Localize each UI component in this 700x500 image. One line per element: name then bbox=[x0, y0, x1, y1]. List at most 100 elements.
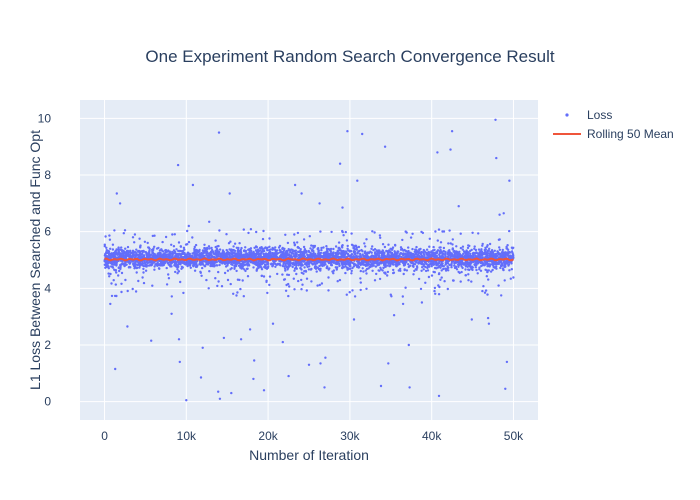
loss-point bbox=[503, 279, 506, 282]
legend-rolling-label[interactable]: Rolling 50 Mean bbox=[587, 127, 674, 141]
loss-point bbox=[374, 265, 378, 268]
loss-point bbox=[394, 253, 397, 256]
loss-point bbox=[151, 255, 155, 258]
loss-point bbox=[434, 255, 438, 258]
loss-point bbox=[171, 250, 174, 254]
loss-point bbox=[199, 270, 202, 273]
loss-point bbox=[486, 256, 489, 259]
legend-loss-label[interactable]: Loss bbox=[587, 108, 612, 122]
loss-point bbox=[442, 250, 445, 253]
loss-point bbox=[179, 245, 182, 248]
loss-point bbox=[217, 131, 221, 134]
loss-point bbox=[174, 254, 177, 258]
loss-point bbox=[207, 287, 210, 290]
loss-point bbox=[187, 253, 190, 256]
loss-point bbox=[133, 241, 136, 244]
loss-point bbox=[439, 246, 442, 249]
loss-point bbox=[415, 245, 418, 249]
loss-point bbox=[296, 246, 299, 249]
loss-point bbox=[344, 230, 347, 234]
loss-point bbox=[450, 262, 453, 265]
loss-point bbox=[287, 261, 290, 264]
loss-point bbox=[501, 250, 504, 253]
loss-point bbox=[177, 338, 181, 341]
loss-point bbox=[332, 259, 335, 263]
loss-point bbox=[403, 253, 407, 256]
loss-point bbox=[206, 246, 209, 250]
loss-point bbox=[434, 230, 437, 233]
rolling-mean-line bbox=[104, 257, 514, 262]
loss-point bbox=[494, 118, 497, 122]
loss-point bbox=[108, 238, 112, 241]
loss-point bbox=[203, 243, 206, 246]
loss-point bbox=[201, 346, 204, 349]
loss-point bbox=[279, 264, 282, 267]
loss-point bbox=[213, 262, 216, 265]
loss-point bbox=[436, 249, 440, 252]
loss-point bbox=[111, 243, 115, 246]
loss-point bbox=[148, 247, 151, 251]
loss-point bbox=[433, 263, 436, 266]
loss-point bbox=[299, 254, 303, 258]
loss-point bbox=[493, 249, 496, 252]
loss-point bbox=[203, 265, 207, 268]
loss-point bbox=[389, 293, 392, 296]
loss-point bbox=[424, 269, 428, 273]
loss-point bbox=[256, 267, 259, 270]
loss-point bbox=[440, 276, 443, 279]
loss-point bbox=[291, 248, 294, 252]
loss-point bbox=[356, 251, 359, 254]
loss-point bbox=[464, 261, 467, 265]
loss-point bbox=[493, 255, 496, 258]
loss-point bbox=[338, 262, 341, 266]
loss-point bbox=[481, 244, 484, 247]
loss-point bbox=[412, 273, 415, 276]
loss-point bbox=[306, 253, 309, 256]
loss-point bbox=[230, 391, 233, 395]
loss-point bbox=[208, 247, 211, 250]
loss-point bbox=[126, 325, 129, 328]
loss-point bbox=[268, 283, 271, 287]
loss-point bbox=[430, 263, 433, 266]
loss-point bbox=[247, 248, 250, 251]
loss-point bbox=[404, 286, 407, 289]
loss-point bbox=[432, 245, 435, 249]
loss-point bbox=[306, 261, 309, 264]
loss-point bbox=[341, 253, 344, 256]
loss-point bbox=[250, 251, 253, 255]
loss-point bbox=[448, 249, 451, 252]
loss-point bbox=[143, 240, 147, 243]
loss-point bbox=[325, 254, 328, 257]
loss-point bbox=[351, 261, 354, 265]
loss-point bbox=[142, 267, 145, 271]
loss-point bbox=[482, 252, 486, 255]
loss-point bbox=[274, 252, 278, 255]
loss-point bbox=[346, 244, 349, 248]
legend[interactable]: Loss Rolling 50 Mean bbox=[553, 108, 674, 141]
loss-point bbox=[341, 251, 344, 254]
loss-point bbox=[399, 252, 402, 255]
loss-point bbox=[437, 228, 441, 231]
loss-point bbox=[476, 272, 479, 275]
loss-point bbox=[232, 292, 235, 295]
loss-point bbox=[444, 255, 447, 258]
loss-point bbox=[478, 251, 481, 254]
loss-point bbox=[338, 162, 342, 165]
loss-point bbox=[468, 262, 472, 266]
loss-point bbox=[305, 277, 309, 280]
loss-point bbox=[442, 252, 445, 255]
loss-point bbox=[442, 267, 445, 271]
loss-point bbox=[311, 263, 314, 266]
loss-point bbox=[439, 266, 442, 269]
loss-point bbox=[153, 265, 156, 268]
loss-point bbox=[109, 247, 112, 250]
loss-point bbox=[305, 264, 308, 267]
loss-point bbox=[364, 269, 367, 272]
loss-point bbox=[470, 318, 473, 321]
loss-point bbox=[142, 281, 146, 285]
loss-point bbox=[334, 251, 337, 255]
loss-point bbox=[357, 245, 361, 249]
loss-point bbox=[120, 246, 123, 249]
loss-point bbox=[498, 248, 502, 251]
loss-point bbox=[293, 233, 296, 236]
